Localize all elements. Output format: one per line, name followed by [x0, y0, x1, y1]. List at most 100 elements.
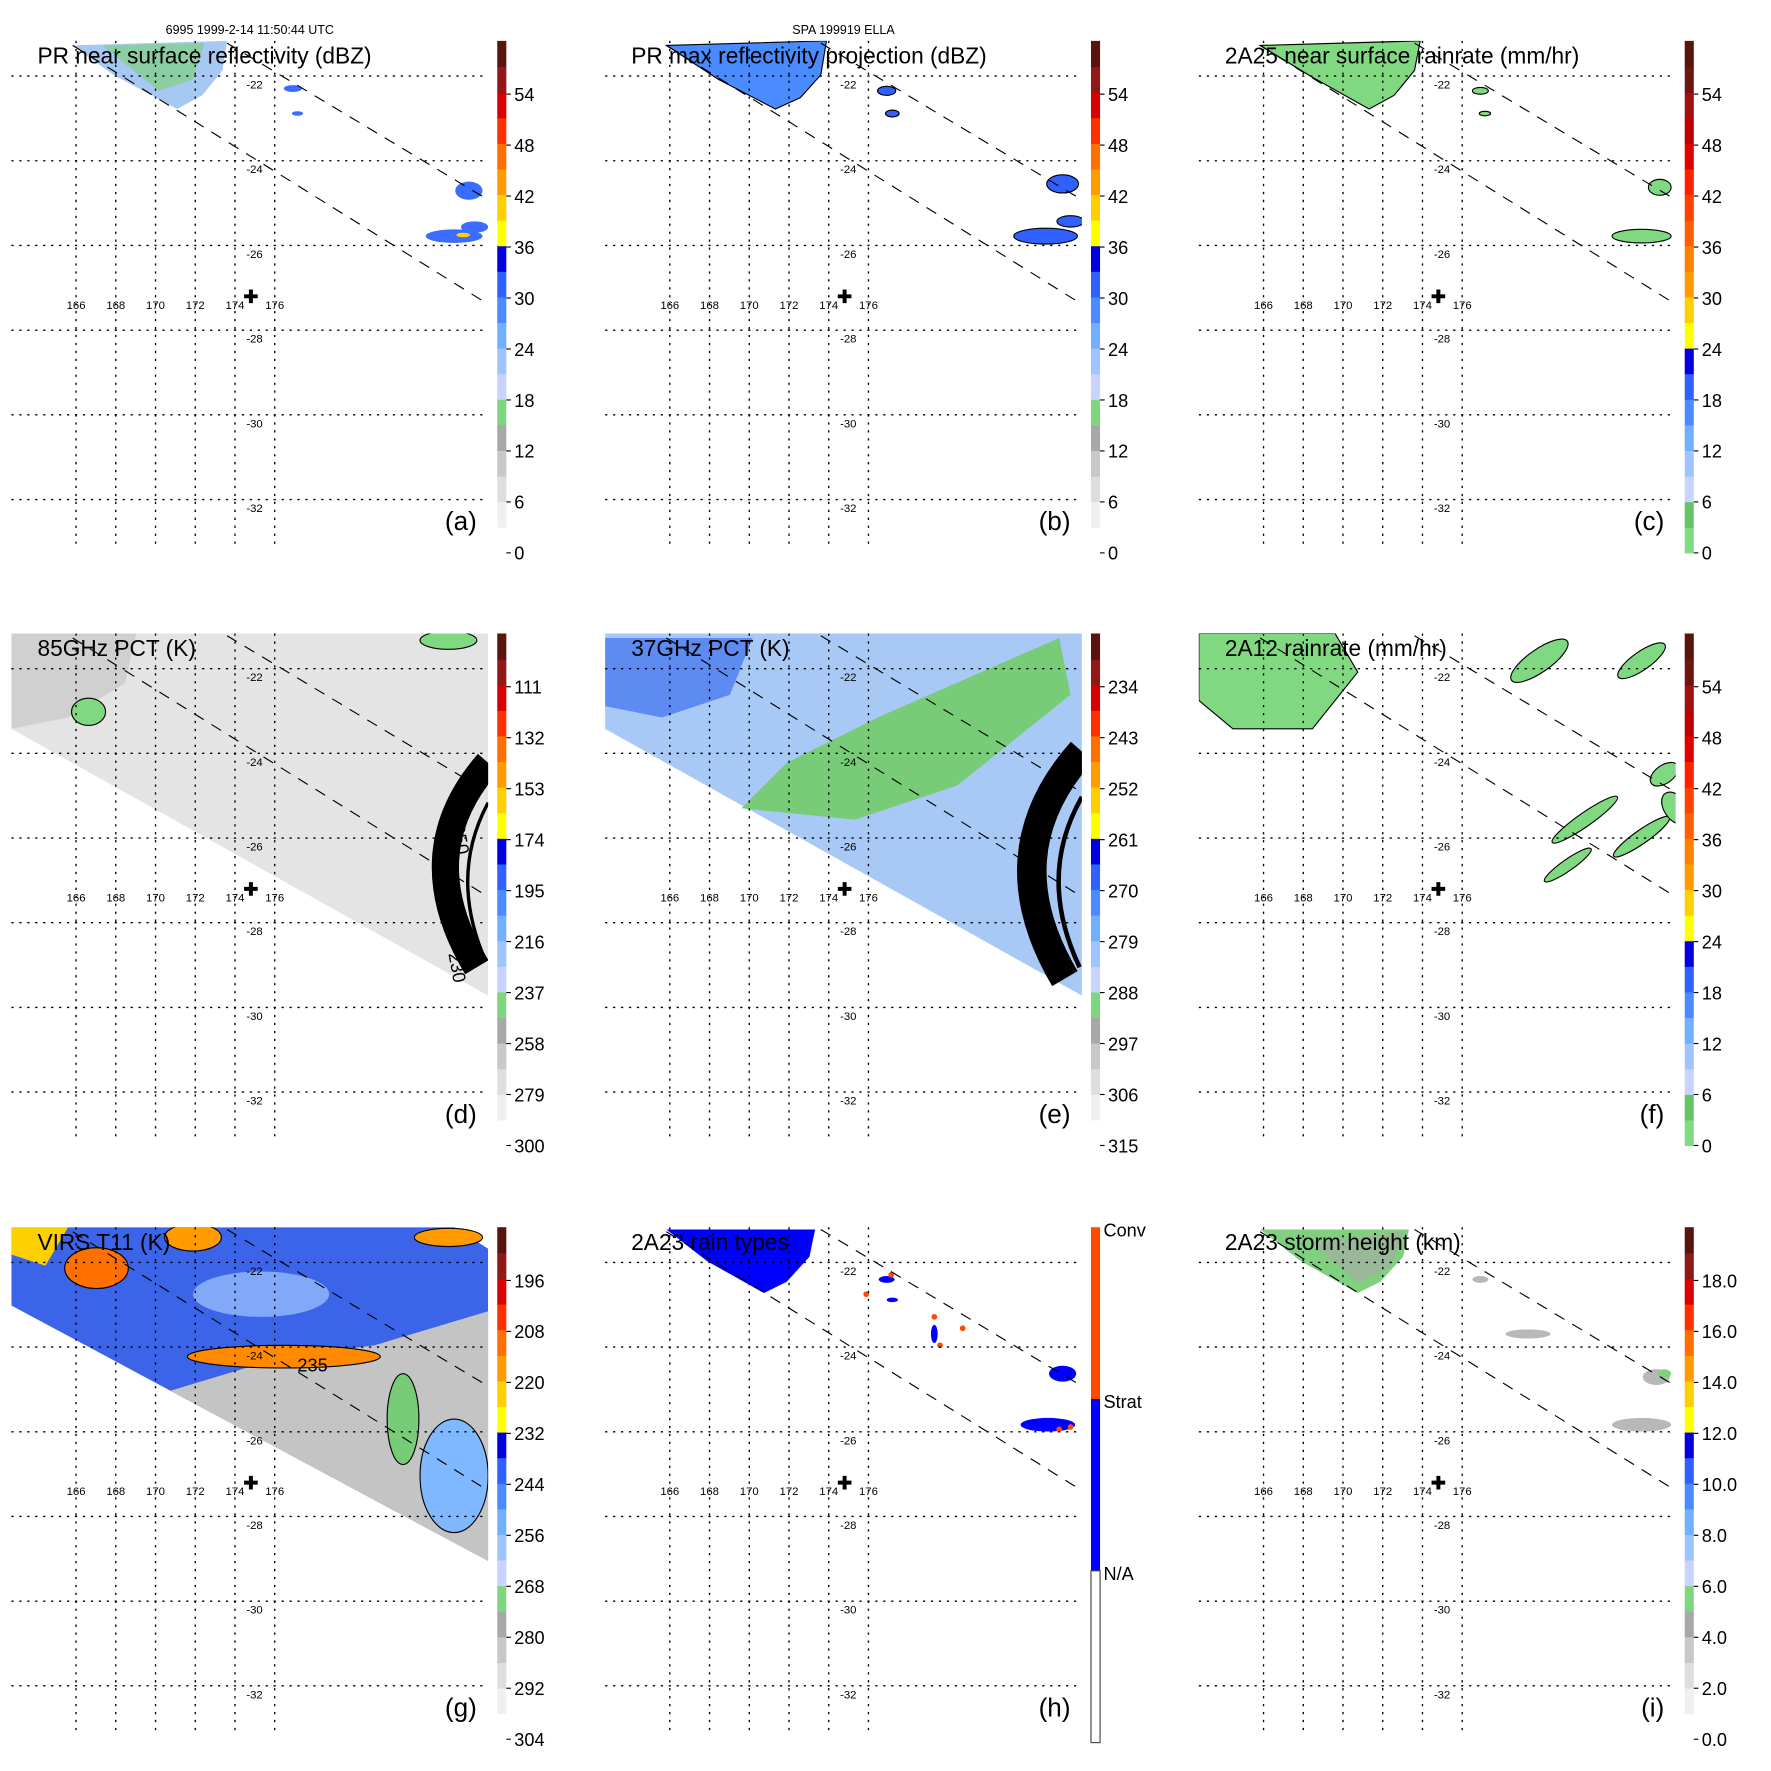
panel-g: 235 166 -22 168 -24 170 -26 172 -28 174 -30 176 -32 V…	[11, 1227, 545, 1750]
colorbar-tick-label: 280	[514, 1628, 544, 1648]
panel-h: 166 -22 168 -24 170 -26 172 -28 174 -30 176 -32 2A23…	[605, 1220, 1147, 1744]
contour-line	[1056, 795, 1082, 969]
colorbar-segment	[1090, 787, 1101, 814]
colorbar-segment	[497, 527, 507, 554]
convective-pixel	[1067, 1424, 1074, 1430]
storm-center-cross-icon	[244, 1475, 258, 1490]
colorbar-tick-label: 304	[514, 1730, 544, 1750]
storm-center-cross-icon	[1431, 882, 1446, 896]
latitude-label: -22	[840, 1266, 856, 1278]
colorbar-tick-label: 216	[514, 932, 544, 952]
contour-line	[466, 801, 489, 963]
latitude-label: -24	[246, 164, 262, 176]
colorbar-segment	[1684, 194, 1694, 221]
latitude-label: -32	[1434, 1689, 1450, 1701]
rain-cell	[1661, 791, 1676, 826]
colorbar-segment	[497, 940, 507, 967]
colorbar-segment	[1090, 940, 1101, 967]
colorbar-segment	[1684, 1406, 1694, 1433]
colorbar-segment	[497, 424, 507, 452]
colorbar-segment	[1684, 1119, 1694, 1147]
colorbar-segment	[1090, 40, 1101, 68]
colorbar-segment	[1090, 863, 1101, 891]
colorbar-segment	[1684, 787, 1694, 814]
latitude-label: -24	[246, 757, 262, 769]
panel-label: (d)	[445, 1099, 477, 1129]
longitude-label: 166	[67, 892, 86, 904]
convective-pixel	[959, 1325, 966, 1332]
colorbar-segment	[1090, 991, 1101, 1019]
colorbar: 0.0 2.0 4.0 6.0 8.0 10.0 12.0 14.0 16.0 18.0	[1684, 1227, 1737, 1750]
precip-cell	[460, 221, 489, 233]
colorbar-segment	[1684, 684, 1694, 711]
longitude-label: 170	[740, 892, 759, 904]
colorbar-segment	[1684, 476, 1694, 503]
colorbar-segment	[497, 710, 507, 737]
colorbar-segment	[1090, 915, 1101, 942]
map-content: 235	[11, 1227, 489, 1561]
cold-cloud	[11, 1227, 69, 1266]
panel-title: 37GHz PCT (K)	[631, 635, 789, 661]
colorbar-tick-label: 244	[514, 1475, 544, 1495]
latitude-label: -24	[840, 164, 856, 176]
colorbar-tick-label: 30	[514, 289, 534, 309]
colorbar-category-label: Strat	[1103, 1392, 1141, 1412]
colorbar-tick-label: 54	[1108, 85, 1128, 105]
colorbar-tick-label: 24	[1702, 932, 1722, 952]
latitude-label: -24	[1434, 1351, 1450, 1363]
colorbar-tick-label: 12	[514, 442, 534, 462]
latitude-label: -30	[840, 418, 856, 430]
storm-center-cross-icon	[837, 289, 852, 304]
colorbar-tick-label: 132	[514, 729, 544, 749]
colorbar-segment	[497, 1119, 507, 1147]
longitude-label: 174	[819, 1486, 838, 1498]
colorbar-segment	[1684, 1329, 1694, 1356]
colorbar-segment	[497, 1560, 507, 1587]
latitude-label: -22	[246, 1266, 262, 1278]
colorbar-segment	[1684, 1688, 1694, 1715]
longitude-label: 170	[1334, 300, 1353, 312]
colorbar-segment	[497, 1585, 507, 1612]
colorbar-segment	[1090, 966, 1101, 993]
longitude-label: 168	[106, 300, 125, 312]
longitude-label: 170	[740, 1486, 759, 1498]
longitude-label: 170	[1334, 892, 1353, 904]
longitude-label: 168	[700, 300, 719, 312]
colorbar-segment	[1684, 220, 1694, 247]
colorbar-segment	[1684, 1304, 1694, 1331]
colorbar-segment	[497, 373, 507, 400]
latitude-label: -26	[840, 842, 856, 854]
precip-cell	[291, 111, 304, 116]
colorbar-segment	[497, 117, 507, 144]
panel-f: 166 -22 168 -24 170 -26 172 -28 174 -30 176 -32 2A12…	[1198, 633, 1722, 1156]
latitude-label: -22	[1434, 1266, 1450, 1278]
colorbar-segment	[1684, 1380, 1694, 1407]
colorbar-segment	[1684, 940, 1694, 967]
colorbar-segment	[1684, 501, 1694, 528]
colorbar: 0 6 12 18 24 30 36 42 48 54	[1090, 40, 1128, 564]
colorbar-segment	[497, 761, 507, 788]
colorbar-segment	[1684, 296, 1694, 324]
pr-swath-edge	[1414, 635, 1676, 793]
colorbar-segment	[1684, 1043, 1694, 1070]
longitude-label: 174	[226, 1486, 245, 1498]
colorbar-segment	[1090, 322, 1101, 349]
colorbar-segment	[497, 1380, 507, 1407]
colorbar-na	[1090, 1570, 1101, 1744]
colorbar-segment	[1684, 1662, 1694, 1689]
colorbar-tick-label: 279	[514, 1085, 544, 1105]
colorbar-tick-label: 196	[514, 1271, 544, 1291]
colorbar-segment	[497, 1508, 507, 1535]
colorbar-segment	[1090, 399, 1101, 426]
panel-title: VIRS T11 (K)	[37, 1229, 170, 1255]
longitude-label: 176	[265, 300, 284, 312]
map-content	[605, 633, 1082, 996]
colorbar-segment	[1090, 424, 1101, 452]
stratiform-cell	[886, 1297, 898, 1303]
colorbar-tick-label: 16.0	[1702, 1322, 1737, 1342]
colorbar-segment	[1090, 501, 1101, 528]
rain-cell	[1471, 86, 1489, 95]
cold-area	[11, 633, 137, 729]
latitude-label: -24	[840, 757, 856, 769]
longitude-label: 166	[660, 300, 679, 312]
